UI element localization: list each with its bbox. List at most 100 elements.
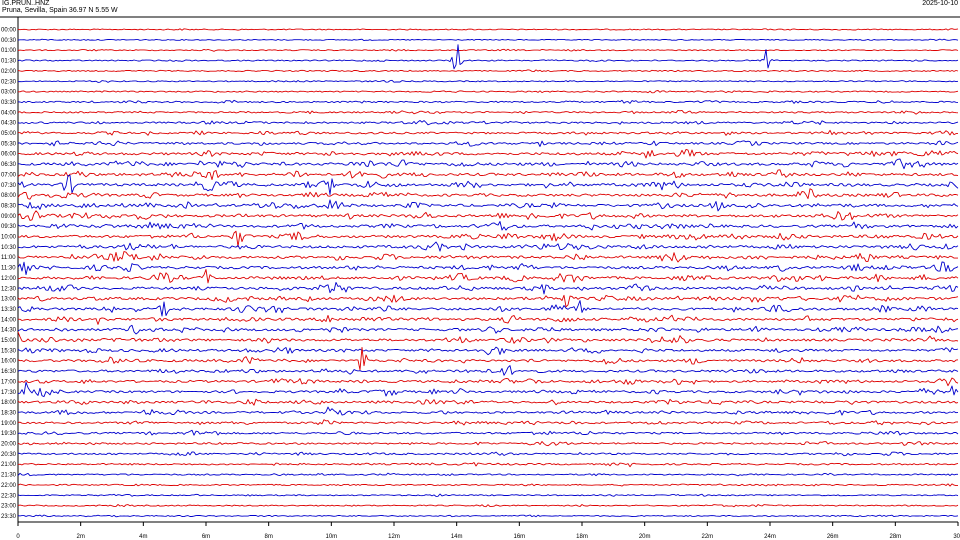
trace-line bbox=[18, 494, 958, 496]
row-time-label: 22:00 bbox=[1, 483, 17, 489]
x-tick-label: 22m bbox=[701, 534, 713, 540]
row-time-label: 11:00 bbox=[1, 255, 16, 261]
row-time-label: 16:00 bbox=[1, 359, 17, 365]
row-time-label: 18:30 bbox=[1, 410, 17, 416]
trace-line bbox=[18, 231, 958, 247]
x-axis: 0 2m 4m 6m 8m 10m 12m 14m 16m 18m 20m 22m 24m 26m 28m 3… bbox=[16, 522, 960, 540]
row-time-label: 15:00 bbox=[1, 338, 17, 344]
trace-line bbox=[18, 505, 958, 507]
row-time-label: 23:30 bbox=[1, 514, 17, 520]
x-tick-label: 20m bbox=[639, 534, 651, 540]
row-time-label: 06:00 bbox=[1, 152, 17, 158]
row-time-label: 19:00 bbox=[1, 421, 17, 427]
x-tick-label: 12m bbox=[388, 534, 400, 540]
trace-line bbox=[18, 211, 958, 221]
trace-line bbox=[18, 399, 958, 405]
row-time-label: 11:30 bbox=[1, 266, 16, 272]
row-time-label: 19:30 bbox=[1, 431, 17, 437]
trace-line bbox=[18, 282, 958, 294]
row-time-label: 06:30 bbox=[1, 162, 17, 168]
trace-line bbox=[18, 159, 958, 169]
row-time-label: 03:30 bbox=[1, 100, 17, 106]
row-time-label: 04:00 bbox=[1, 110, 17, 116]
trace-line bbox=[18, 29, 958, 31]
row-time-label: 09:00 bbox=[1, 214, 17, 220]
row-time-label: 20:30 bbox=[1, 452, 17, 458]
row-time-label: 20:00 bbox=[1, 442, 17, 448]
x-tick-label: 0 bbox=[16, 534, 20, 540]
trace-line bbox=[18, 222, 958, 231]
x-tick-label: 30 bbox=[953, 534, 960, 540]
row-time-label: 21:30 bbox=[1, 473, 17, 479]
row-time-label: 02:30 bbox=[1, 79, 17, 85]
trace-line bbox=[18, 149, 958, 158]
x-tick-label: 24m bbox=[764, 534, 776, 540]
trace-line bbox=[18, 80, 958, 82]
row-time-label: 17:30 bbox=[1, 390, 17, 396]
x-tick-label: 16m bbox=[513, 534, 525, 540]
row-time-label: 21:00 bbox=[1, 462, 17, 468]
trace-line bbox=[18, 366, 958, 376]
trace-line bbox=[18, 430, 958, 435]
trace-line bbox=[18, 130, 958, 135]
trace-line bbox=[18, 382, 958, 396]
row-time-label: 23:00 bbox=[1, 504, 17, 510]
x-tick-label: 14m bbox=[451, 534, 463, 540]
trace-line bbox=[18, 325, 958, 334]
row-time-label: 13:00 bbox=[1, 297, 17, 303]
trace-line bbox=[18, 347, 958, 355]
x-tick-label: 18m bbox=[576, 534, 588, 540]
trace-line bbox=[18, 515, 958, 517]
row-time-label: 10:00 bbox=[1, 235, 17, 241]
row-time-label: 22:30 bbox=[1, 493, 17, 499]
row-time-label: 14:30 bbox=[1, 328, 17, 334]
row-time-label: 07:00 bbox=[1, 172, 17, 178]
x-tick-label: 4m bbox=[139, 534, 147, 540]
row-time-label: 04:30 bbox=[1, 121, 17, 127]
trace-line bbox=[18, 442, 958, 446]
trace-line bbox=[18, 315, 958, 324]
row-time-label: 12:00 bbox=[1, 276, 17, 282]
row-time-label: 00:00 bbox=[1, 28, 17, 34]
row-time-label: 18:00 bbox=[1, 400, 17, 406]
trace-line bbox=[18, 452, 958, 456]
row-time-label: 05:30 bbox=[1, 141, 17, 147]
trace-line bbox=[18, 49, 958, 51]
trace-line bbox=[18, 141, 958, 147]
row-time-label: 08:00 bbox=[1, 193, 17, 199]
trace-line bbox=[18, 100, 958, 103]
row-time-label: 03:00 bbox=[1, 90, 17, 96]
trace-line bbox=[18, 332, 958, 343]
trace-line bbox=[18, 242, 958, 251]
trace-line bbox=[18, 45, 958, 69]
trace-line bbox=[18, 91, 958, 93]
row-time-label: 17:00 bbox=[1, 379, 17, 385]
trace-rows: 00:00 00:30 01:00 01:30 02:00 02:30 03:00 03:30… bbox=[1, 28, 958, 520]
trace-line bbox=[18, 252, 958, 263]
trace-line bbox=[18, 262, 958, 275]
trace-line bbox=[18, 175, 958, 194]
row-time-label: 16:30 bbox=[1, 369, 17, 375]
x-tick-label: 8m bbox=[264, 534, 272, 540]
row-time-label: 01:30 bbox=[1, 59, 17, 65]
x-tick-label: 26m bbox=[827, 534, 839, 540]
trace-line bbox=[18, 420, 958, 425]
row-time-label: 10:30 bbox=[1, 245, 17, 251]
row-time-label: 00:30 bbox=[1, 38, 17, 44]
x-tick-label: 6m bbox=[202, 534, 210, 540]
trace-line bbox=[18, 189, 958, 200]
trace-line bbox=[18, 463, 958, 467]
row-time-label: 13:30 bbox=[1, 307, 17, 313]
trace-line bbox=[18, 378, 958, 386]
trace-line bbox=[18, 295, 958, 307]
row-time-label: 08:30 bbox=[1, 203, 17, 209]
trace-line bbox=[18, 270, 958, 283]
plot-frame bbox=[0, 17, 960, 522]
trace-line bbox=[18, 407, 958, 415]
x-tick-label: 2m bbox=[76, 534, 84, 540]
trace-line bbox=[18, 121, 958, 125]
trace-line bbox=[18, 170, 958, 180]
row-time-label: 01:00 bbox=[1, 48, 17, 54]
x-tick-label: 28m bbox=[889, 534, 901, 540]
